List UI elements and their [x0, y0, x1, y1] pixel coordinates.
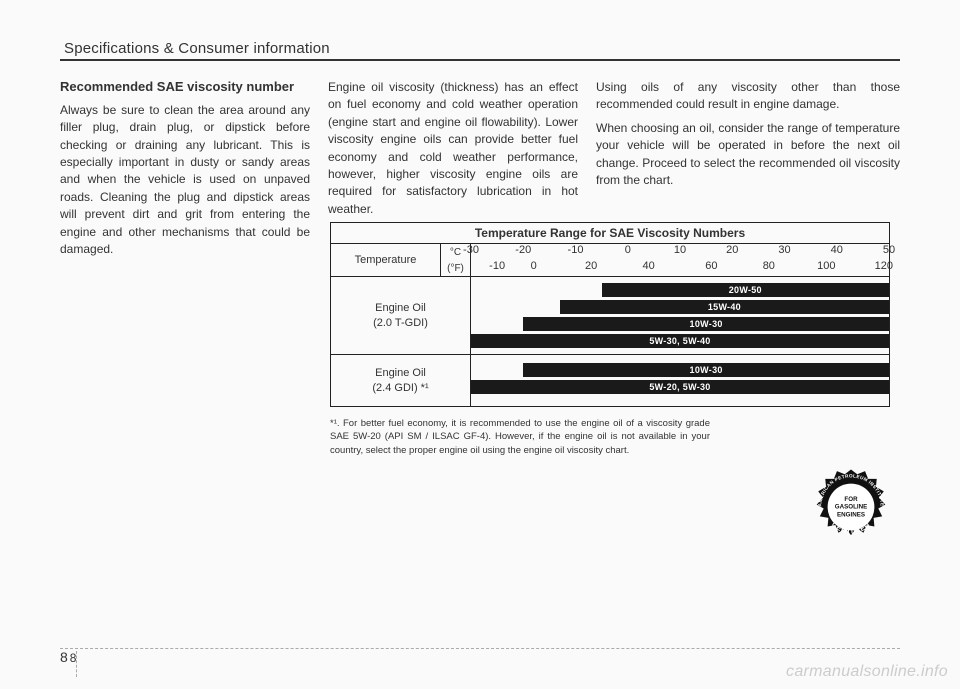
scale-tick: 120: [875, 260, 893, 272]
scale-tick: 60: [705, 260, 717, 272]
body-text: Engine oil viscosity (thickness) has an …: [328, 79, 578, 218]
scale-tick: 20: [585, 260, 597, 272]
scale-tick: -20: [515, 244, 531, 256]
footer-rule: [60, 648, 900, 649]
viscosity-bar: 5W-30, 5W-40: [471, 334, 889, 348]
viscosity-bars: 10W-30 5W-20, 5W-30: [471, 355, 890, 407]
oil-row-label: Engine Oil(2.4 GDI) *¹: [331, 355, 471, 407]
svg-text:FOR: FOR: [844, 496, 858, 503]
body-text: Using oils of any viscosity other than t…: [596, 79, 900, 114]
manual-page: Specifications & Consumer information Re…: [0, 0, 960, 689]
scale-tick: 50: [883, 244, 895, 256]
temperature-label: Temperature: [331, 244, 441, 277]
svg-text:GASOLINE: GASOLINE: [835, 504, 868, 511]
scale-tick: 30: [778, 244, 790, 256]
oil-row-label: Engine Oil(2.0 T-GDI): [331, 277, 471, 355]
api-certified-seal: AMERICAN PETROLEUM INSTITUTE CERTIFIED F…: [812, 468, 890, 546]
unit-fahrenheit: (°F): [441, 260, 471, 277]
viscosity-table: Temperature Range for SAE Viscosity Numb…: [330, 222, 890, 407]
page-num-value: 8: [70, 651, 77, 665]
svg-text:ENGINES: ENGINES: [837, 511, 865, 518]
viscosity-bar: 20W-50: [602, 283, 889, 297]
scale-tick: -30: [463, 244, 479, 256]
scale-tick: 0: [531, 260, 537, 272]
page-number: 88: [60, 649, 76, 665]
celsius-scale: -30-20-1001020304050: [471, 244, 889, 260]
scale-tick: 0: [625, 244, 631, 256]
scale-tick: 10: [674, 244, 686, 256]
viscosity-chart: Temperature Range for SAE Viscosity Numb…: [330, 222, 890, 457]
section-number: 8: [60, 649, 68, 665]
viscosity-bar: 10W-30: [523, 363, 889, 377]
chart-footnote: *¹. For better fuel economy, it is recom…: [330, 417, 710, 457]
watermark: carmanualsonline.info: [786, 663, 948, 681]
header-rule: Specifications & Consumer information: [60, 40, 900, 61]
scale-tick: 40: [643, 260, 655, 272]
scale-tick: -10: [489, 260, 505, 272]
scale-tick: 80: [763, 260, 775, 272]
body-text: When choosing an oil, consider the range…: [596, 120, 900, 190]
viscosity-bars: 20W-50 15W-40 10W-30 5W-30, 5W-40: [471, 277, 890, 355]
scale-tick: -10: [568, 244, 584, 256]
scale-tick: 40: [831, 244, 843, 256]
subheading: Recommended SAE viscosity number: [60, 79, 310, 96]
viscosity-bar: 10W-30: [523, 317, 889, 331]
scale-tick: 20: [726, 244, 738, 256]
scale-tick: 100: [817, 260, 835, 272]
viscosity-bar: 15W-40: [560, 300, 889, 314]
column-1: Recommended SAE viscosity number Always …: [60, 79, 310, 258]
chart-title: Temperature Range for SAE Viscosity Numb…: [331, 223, 890, 244]
viscosity-bar: 5W-20, 5W-30: [471, 380, 889, 394]
body-text: Always be sure to clean the area around …: [60, 102, 310, 259]
fahrenheit-scale: -10020406080100120: [471, 260, 889, 276]
header-title: Specifications & Consumer information: [60, 40, 900, 57]
